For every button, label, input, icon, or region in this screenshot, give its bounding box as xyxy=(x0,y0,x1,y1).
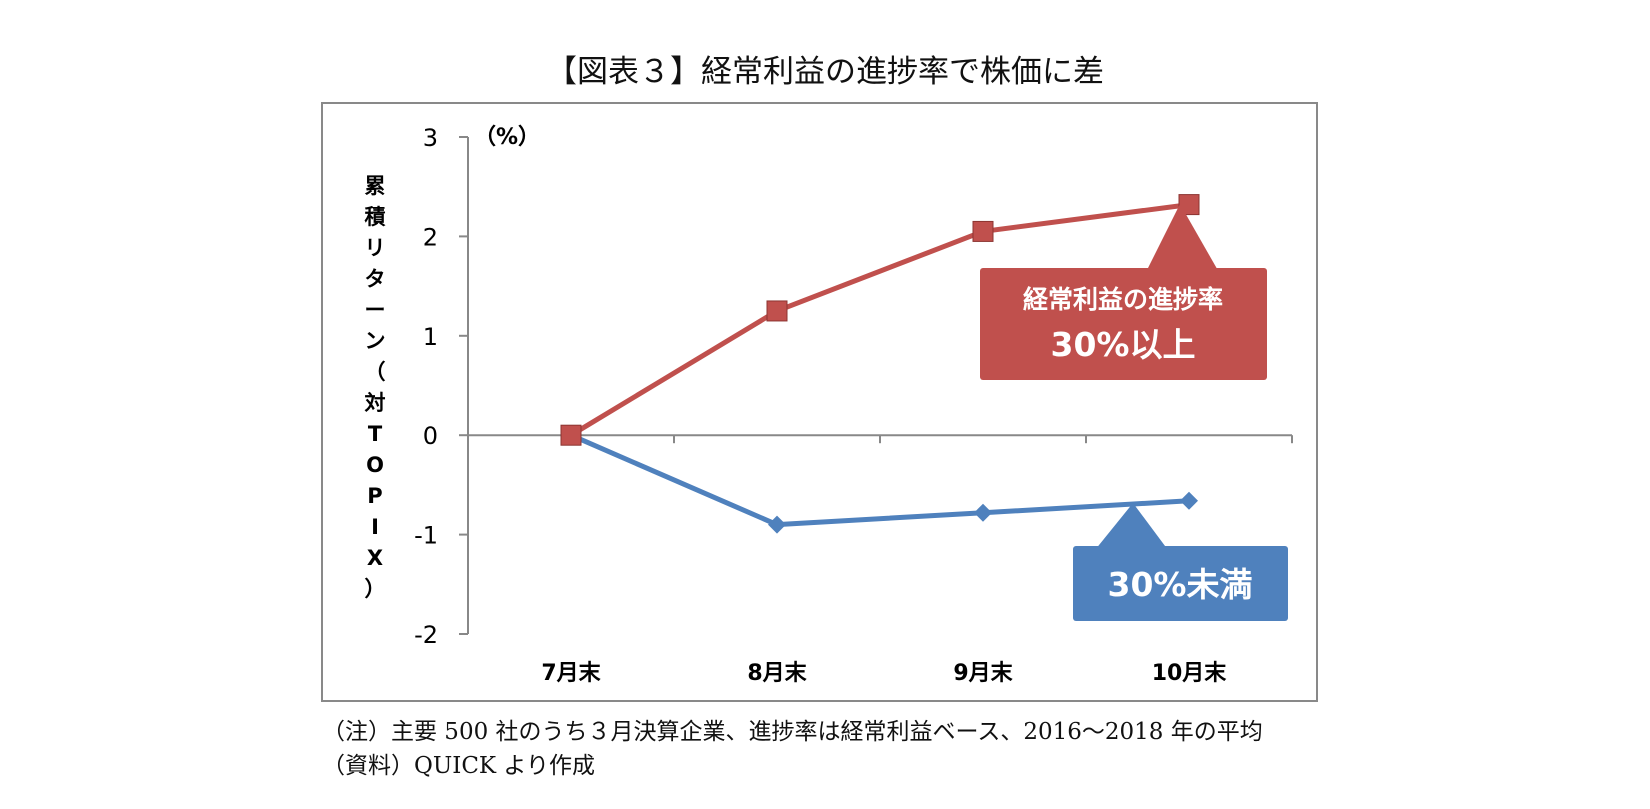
data-point xyxy=(974,503,992,522)
callout-high: 経常利益の進捗率 30%以上 xyxy=(980,204,1267,380)
data-point xyxy=(972,220,994,242)
y-axis-title-char: O xyxy=(366,453,384,477)
y-axis-title-char: ） xyxy=(365,577,386,601)
series-layer xyxy=(560,194,1200,534)
y-axis-title-char: X xyxy=(367,546,383,570)
y-tick-label: 1 xyxy=(423,323,438,351)
y-axis-title-char: P xyxy=(367,484,382,508)
y-axis-title-char: リ xyxy=(365,236,386,260)
data-point xyxy=(1178,194,1200,216)
callout-layer: 経常利益の進捗率 30%以上 30%未満 xyxy=(980,204,1288,621)
data-point xyxy=(768,515,786,534)
callout-pointer xyxy=(1145,204,1220,274)
y-axis-title-char: 累 xyxy=(365,174,386,198)
chart-title: 【図表３】経常利益の進捗率で株価に差 xyxy=(546,54,1104,90)
series-line xyxy=(570,432,1190,528)
x-tick-label: 7月末 xyxy=(541,661,601,686)
y-axis-title-char: I xyxy=(371,515,379,539)
callout-low: 30%未満 xyxy=(1073,503,1288,621)
x-tick-label: 10月末 xyxy=(1152,661,1228,686)
y-axis-title-char: 積 xyxy=(365,205,387,229)
y-tick-label: 0 xyxy=(423,422,438,450)
y-unit-label: （%） xyxy=(474,125,540,150)
y-axis-title-char: T xyxy=(368,422,383,446)
callout-text: 経常利益の進捗率 xyxy=(1023,285,1223,314)
y-tick-label: 2 xyxy=(423,223,438,251)
x-tick-label: 8月末 xyxy=(747,661,807,686)
y-tick-label: -2 xyxy=(414,621,438,649)
y-axis: 3 2 1 0 -1 -2 xyxy=(414,124,469,649)
series-line xyxy=(569,202,1190,438)
callout-box xyxy=(980,268,1267,380)
x-tick-label: 9月末 xyxy=(953,661,1013,686)
footnote-note: （注）主要 500 社のうち３月決算企業、進捗率は経常利益ベース、2016～20… xyxy=(322,719,1263,745)
y-axis-title-char: タ xyxy=(365,267,386,291)
footnote-source: （資料）QUICK より作成 xyxy=(322,753,595,779)
x-axis: 7月末 8月末 9月末 10月末 xyxy=(467,434,1293,686)
y-axis-title-char: 対 xyxy=(365,391,386,415)
y-axis-title-char: ン xyxy=(365,329,386,353)
callout-text: 30%未満 xyxy=(1108,565,1253,604)
callout-text: 30%以上 xyxy=(1051,325,1196,364)
data-point xyxy=(560,424,582,446)
data-point xyxy=(766,300,788,322)
y-axis-title-char: ー xyxy=(365,298,386,322)
y-axis-title-char: （ xyxy=(365,360,386,384)
data-point xyxy=(1180,491,1198,510)
callout-pointer xyxy=(1095,503,1168,550)
y-tick-label: 3 xyxy=(423,124,438,152)
y-tick-label: -1 xyxy=(414,522,438,550)
callout-box xyxy=(1073,546,1288,621)
